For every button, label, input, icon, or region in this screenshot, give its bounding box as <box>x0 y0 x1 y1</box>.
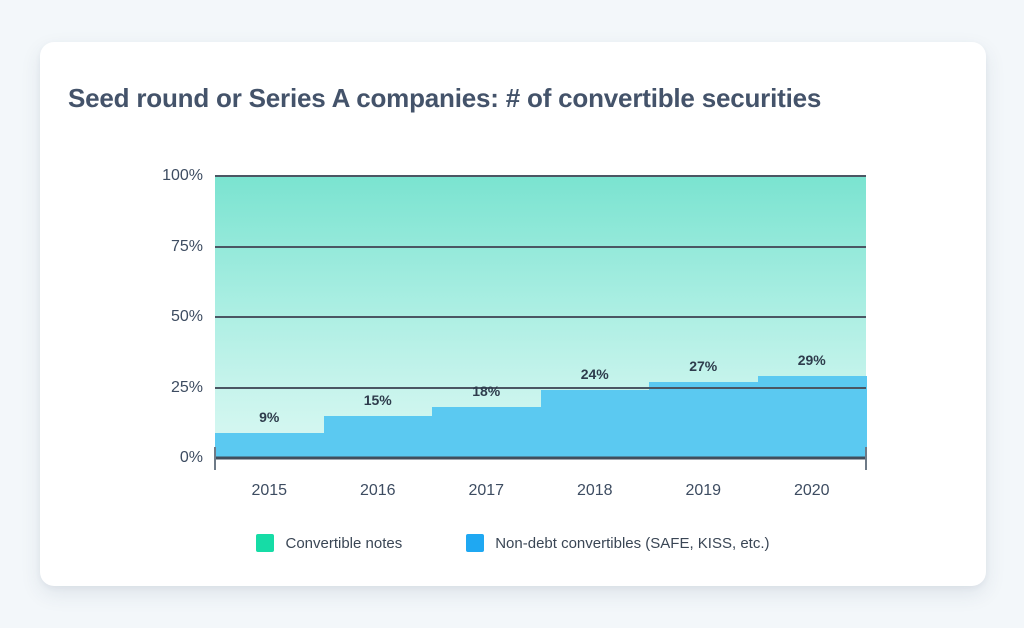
chart-title: Seed round or Series A companies: # of c… <box>68 83 822 113</box>
area-step-2019 <box>649 381 759 458</box>
x-tick-label-2019: 2019 <box>685 482 722 499</box>
area-step-2015 <box>215 432 325 458</box>
y-tick-label-50: 50% <box>170 308 203 325</box>
y-tick-label-25: 25% <box>170 378 203 396</box>
area-step-2018 <box>540 390 650 458</box>
legend: Convertible notes Non-debt convertibles … <box>40 534 986 552</box>
chart-card: Seed round or Series A companies: # of c… <box>40 42 986 586</box>
axis-end-tick-left <box>214 447 216 470</box>
area-step-2016 <box>323 415 433 458</box>
x-axis-line <box>215 456 866 460</box>
x-tick-label-2018: 2018 <box>576 482 613 499</box>
legend-label-non-debt-convertibles: Non-debt convertibles (SAFE, KISS, etc.) <box>495 534 770 552</box>
area-step-2017 <box>432 407 542 458</box>
gridline-50 <box>215 316 866 318</box>
x-tick-label-2015: 2015 <box>251 482 288 499</box>
legend-item-convertible-notes: Convertible notes <box>256 534 402 552</box>
axis-end-tick-right <box>865 447 867 470</box>
gridline-100 <box>215 175 866 177</box>
plot-area: 0% 25% 50% 75% 100% 9% 15% 18% 24% 27% 29% 2015 2016… <box>162 167 867 499</box>
x-tick-label-2016: 2016 <box>359 482 396 499</box>
y-tick-label-100: 100% <box>162 167 203 184</box>
data-label-2015: 9% <box>259 408 280 425</box>
data-label-2016: 15% <box>363 391 392 408</box>
y-tick-label-0: 0% <box>179 449 203 466</box>
area-step-2020 <box>757 376 867 458</box>
x-tick-label-2020: 2020 <box>793 482 830 499</box>
data-label-2020: 29% <box>797 352 826 369</box>
legend-swatch-green-icon <box>256 534 275 552</box>
legend-swatch-blue-icon <box>466 534 485 552</box>
y-tick-label-75: 75% <box>170 237 203 255</box>
data-label-2018: 24% <box>580 366 609 383</box>
legend-item-non-debt-convertibles: Non-debt convertibles (SAFE, KISS, etc.) <box>466 534 770 552</box>
legend-label-convertible-notes: Convertible notes <box>285 534 403 552</box>
data-label-2019: 27% <box>689 357 718 374</box>
data-label-2017: 18% <box>472 383 501 400</box>
x-tick-label-2017: 2017 <box>468 482 505 499</box>
gridline-75 <box>215 245 866 248</box>
gridline-25 <box>215 386 866 389</box>
